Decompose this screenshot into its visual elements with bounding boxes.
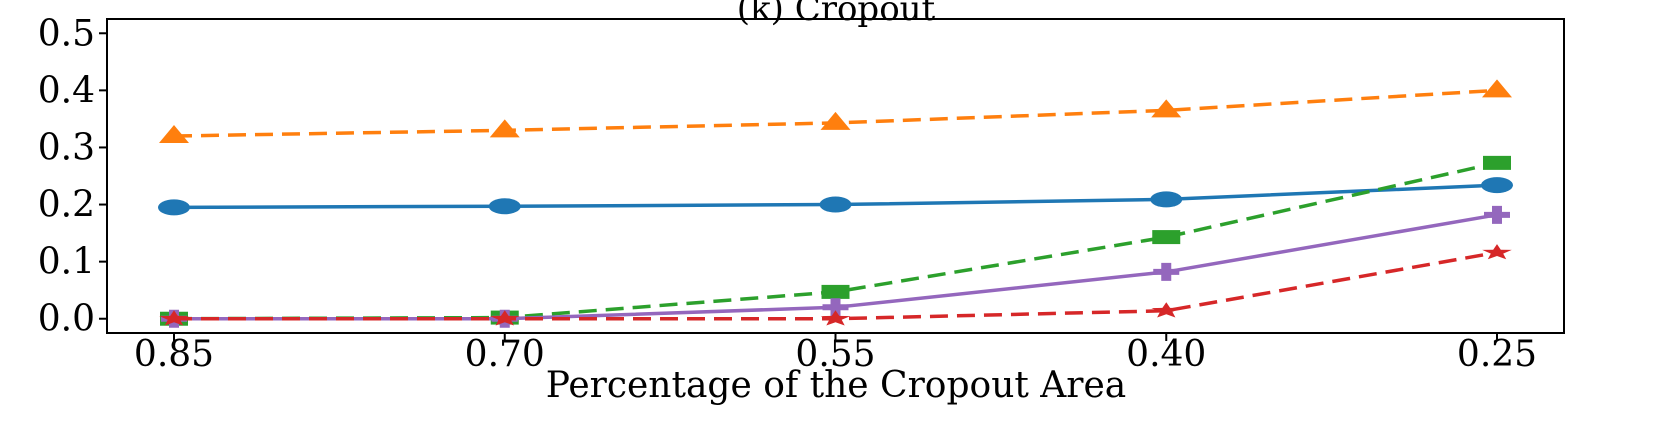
data-point-circle [1150,191,1183,208]
x-tick-label: 0.70 [465,334,545,375]
data-point-circle [488,198,521,215]
data-point-star [820,310,851,326]
y-tick-label: 0.2 [38,185,95,226]
y-tick-label: 0.3 [38,127,95,168]
series-circle [158,177,1513,216]
x-axis: 0.85 0.70 0.55 0.40 0.25 [134,333,1537,375]
x-tick-label: 0.40 [1126,334,1206,375]
data-point-circle [158,199,190,216]
y-axis: 0.0 0.1 0.2 0.3 0.4 0.5 [38,13,107,340]
data-point-circle [819,196,852,213]
y-tick-label: 0.5 [38,13,95,54]
y-tick-label: 0.4 [38,70,95,111]
data-point-triangle [159,125,189,144]
data-point-star [489,310,520,326]
data-point-square [1152,230,1181,245]
data-point-star [1482,244,1512,260]
data-point-triangle [489,119,520,138]
x-axis-title: Percentage of the Cropout Area [546,365,1127,406]
y-tick-label: 0.1 [38,242,95,283]
series-star [159,244,1512,326]
data-point-square [1483,155,1511,170]
data-point-star [1151,302,1182,318]
data-point-plus [1484,205,1510,224]
data-point-triangle [1482,79,1512,98]
x-tick-label: 0.85 [134,334,214,375]
data-point-plus [822,298,849,317]
x-tick-label: 0.55 [795,334,875,375]
data-point-star [159,310,189,326]
data-point-triangle [1151,99,1182,118]
data-point-plus [1153,262,1180,281]
x-tick-label: 0.25 [1457,334,1537,375]
y-tick-label: 0.0 [38,299,95,340]
data-point-square [821,284,850,299]
series-layer [158,79,1513,328]
data-point-circle [1481,177,1513,194]
series-plus [161,205,1510,328]
chart-title: (k) Cropout [737,0,936,29]
data-point-triangle [820,111,851,130]
series-triangle [159,79,1512,144]
